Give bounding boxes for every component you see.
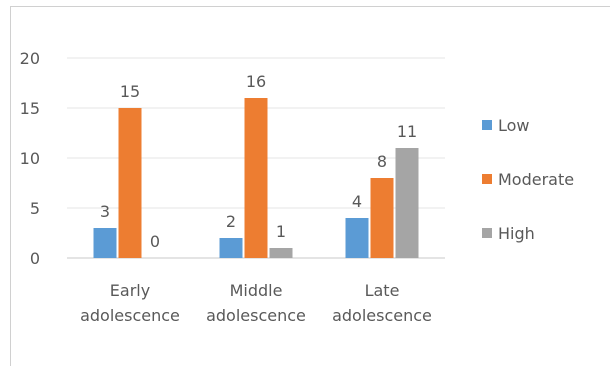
x-tick-label-line: adolescence	[332, 306, 432, 325]
data-label: 16	[246, 72, 266, 91]
legend: Low Moderate High	[482, 116, 574, 243]
bar-low	[345, 218, 369, 258]
legend-swatch	[482, 120, 492, 130]
y-axis: 0 5 10 15 20	[20, 49, 40, 268]
x-tick-label: Early adolescence	[80, 281, 180, 325]
bar-low	[93, 228, 117, 258]
legend-swatch	[482, 228, 492, 238]
bar-moderate	[118, 108, 142, 258]
x-tick-label: Late adolescence	[332, 281, 432, 325]
data-labels: 3 15 0 2 16 1 4 8 11	[100, 72, 417, 251]
data-label: 0	[150, 232, 160, 251]
data-label: 11	[397, 122, 417, 141]
x-tick-label-line: adolescence	[206, 306, 306, 325]
legend-label: High	[498, 224, 535, 243]
bar-low	[219, 238, 243, 258]
data-label: 3	[100, 202, 110, 221]
bar-moderate	[370, 178, 394, 258]
data-label: 15	[120, 82, 140, 101]
data-label: 1	[276, 222, 286, 241]
legend-label: Moderate	[498, 170, 574, 189]
y-tick-label: 5	[30, 199, 40, 218]
x-tick-label-line: Late	[365, 281, 400, 300]
legend-swatch	[482, 174, 492, 184]
y-tick-label: 20	[20, 49, 40, 68]
y-tick-label: 0	[30, 249, 40, 268]
y-tick-label: 10	[20, 149, 40, 168]
chart-frame	[10, 6, 610, 366]
x-tick-label-line: adolescence	[80, 306, 180, 325]
x-axis: Early adolescence Middle adolescence Late ado…	[80, 281, 432, 325]
data-label: 4	[352, 192, 362, 211]
bar-high	[395, 148, 419, 258]
data-label: 8	[377, 152, 387, 171]
legend-label: Low	[498, 116, 530, 135]
bar-high	[269, 248, 293, 258]
bars	[93, 98, 419, 258]
x-tick-label-line: Early	[110, 281, 150, 300]
x-tick-label-line: Middle	[230, 281, 283, 300]
y-tick-label: 15	[20, 99, 40, 118]
data-label: 2	[226, 212, 236, 231]
x-tick-label: Middle adolescence	[206, 281, 306, 325]
bar-moderate	[244, 98, 268, 258]
